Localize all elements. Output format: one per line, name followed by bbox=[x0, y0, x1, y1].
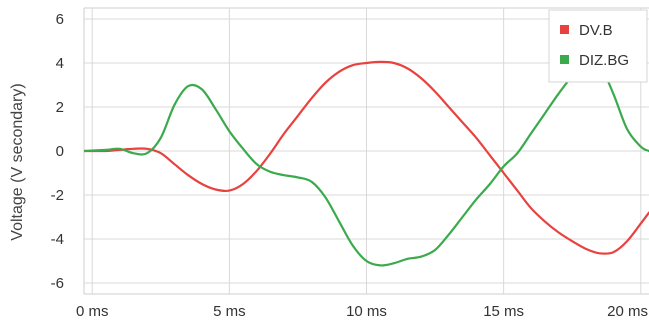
y-tick-label: 6 bbox=[56, 11, 64, 28]
y-tick-label: -6 bbox=[51, 275, 64, 292]
y-tick-label: -2 bbox=[51, 187, 64, 204]
y-tick-label: 4 bbox=[56, 55, 64, 72]
y-tick-label: -4 bbox=[51, 231, 64, 248]
legend-swatch-dv-b bbox=[560, 25, 569, 34]
legend-swatch-diz-bg bbox=[560, 55, 569, 64]
legend-label-diz-bg: DIZ.BG bbox=[579, 52, 629, 69]
x-tick-label: 20 ms bbox=[607, 303, 648, 320]
legend: DV.B DIZ.BG bbox=[548, 9, 648, 83]
tick-labels: 6 4 2 0 -2 -4 -6 0 ms 5 ms 10 ms 15 ms 20 ms bbox=[51, 11, 648, 320]
series-line-diz-bg bbox=[84, 61, 649, 267]
x-tick-label: 0 ms bbox=[76, 303, 109, 320]
x-tick-label: 15 ms bbox=[483, 303, 524, 320]
y-axis-title: Voltage (V secondary) bbox=[9, 83, 26, 240]
series-line-dv-b bbox=[84, 60, 649, 255]
y-tick-label: 0 bbox=[56, 143, 64, 160]
y-tick-label: 2 bbox=[56, 99, 64, 116]
series-lines bbox=[84, 60, 649, 267]
x-tick-label: 10 ms bbox=[346, 303, 387, 320]
legend-box bbox=[548, 9, 648, 83]
x-tick-label: 5 ms bbox=[213, 303, 246, 320]
legend-label-dv-b: DV.B bbox=[579, 22, 613, 39]
